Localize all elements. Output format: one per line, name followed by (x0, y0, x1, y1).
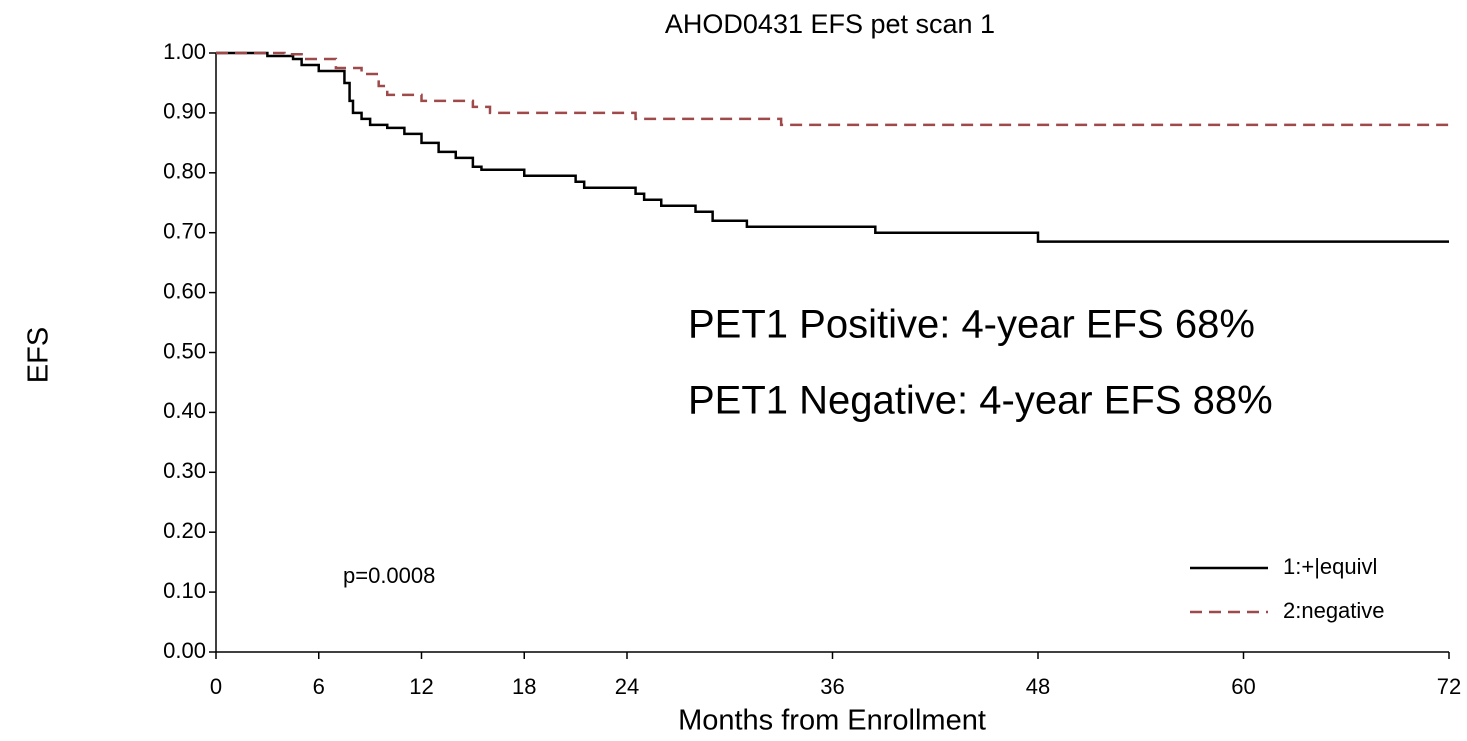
x-tick-label: 72 (1437, 674, 1461, 699)
y-tick-label: 0.50 (163, 338, 206, 363)
x-tick-label: 36 (820, 674, 844, 699)
x-tick-label: 24 (615, 674, 639, 699)
x-tick-label: 0 (210, 674, 222, 699)
y-tick-label: 0.00 (163, 638, 206, 663)
x-tick-label: 60 (1231, 674, 1255, 699)
chart-title: AHOD0431 EFS pet scan 1 (665, 9, 995, 39)
p-value: p=0.0008 (343, 563, 435, 588)
x-tick-label: 18 (512, 674, 536, 699)
y-tick-label: 0.70 (163, 219, 206, 244)
x-tick-label: 6 (313, 674, 325, 699)
legend-label: 1:+|equivl (1283, 554, 1377, 579)
legend-label: 2:negative (1283, 598, 1385, 623)
y-tick-label: 0.20 (163, 518, 206, 543)
y-tick-label: 0.30 (163, 458, 206, 483)
km-curve (216, 51, 1449, 243)
y-tick-label: 0.40 (163, 398, 206, 423)
x-tick-label: 12 (409, 674, 433, 699)
y-axis-label: EFS (23, 327, 55, 383)
y-tick-label: 0.80 (163, 159, 206, 184)
x-tick-label: 48 (1026, 674, 1050, 699)
y-tick-label: 0.60 (163, 278, 206, 303)
km-curve (216, 51, 1449, 127)
y-tick-label: 0.90 (163, 99, 206, 124)
annotation: PET1 Negative: 4-year EFS 88% (688, 379, 1273, 423)
annotation: PET1 Positive: 4-year EFS 68% (688, 303, 1255, 347)
y-tick-label: 0.10 (163, 578, 206, 603)
y-tick-label: 1.00 (163, 39, 206, 64)
x-axis-label: Months from Enrollment (678, 705, 986, 737)
